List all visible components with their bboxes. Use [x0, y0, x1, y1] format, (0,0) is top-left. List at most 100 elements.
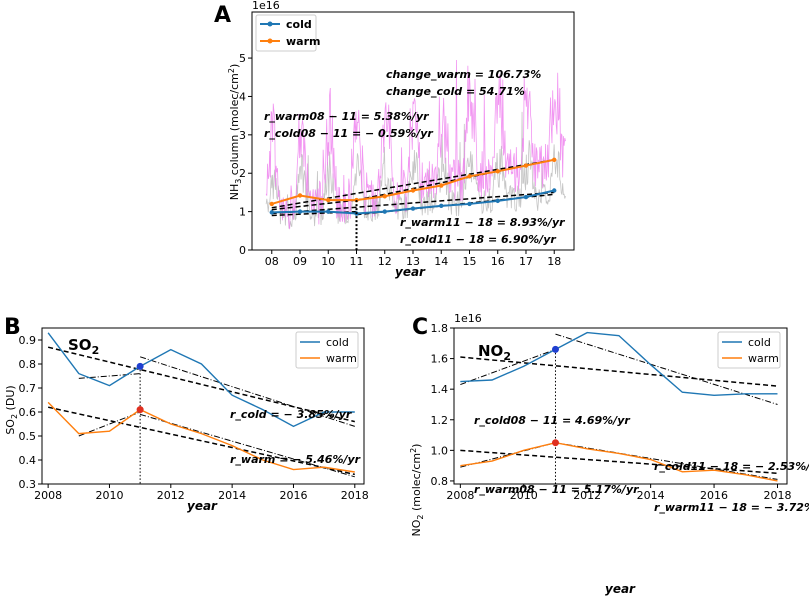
x-tick-label: 17 — [519, 255, 533, 268]
fit-line — [271, 199, 357, 211]
series-line-cold — [47, 332, 355, 428]
x-tick-label: 08 — [265, 255, 279, 268]
data-point-cold — [467, 201, 472, 207]
panel-c-ylabel-sub: 2 — [416, 514, 425, 519]
y-tick-label: 0 — [239, 244, 246, 257]
data-point-cold — [269, 210, 274, 215]
panel-b-r-warm: r_warm = − 5.46%/yr — [230, 453, 361, 466]
panel-a-ylabel-rest: column (molec/cm — [228, 73, 241, 179]
panel-a-series — [269, 157, 557, 250]
y-tick-label: 0.8 — [19, 358, 37, 371]
panel-b-ticks: 2008 2010 2012 2014 2016 2018 0.3 0.4 0.5 0.6 0.7 0… — [19, 334, 369, 502]
fit-line — [47, 406, 355, 476]
panel-a-scale-label: 1e16 — [252, 0, 280, 12]
panel-c-ticks: 2008 2010 2012 2014 2016 2018 0.8 1.0 1.2 1.4 1.6 1… — [431, 322, 792, 502]
panel-c-label: C — [412, 315, 428, 340]
y-tick-label: 0.7 — [19, 382, 37, 395]
panel-c-ylabel: NO2 (molec/cm2) — [409, 444, 425, 537]
x-tick-label: 2012 — [573, 489, 601, 502]
panel-a-legend-cold: cold — [286, 18, 312, 31]
x-tick-label: 2016 — [279, 489, 307, 502]
highlight-marker-cold — [551, 345, 559, 353]
panel-c-legend-cold: cold — [748, 336, 771, 349]
panel-b-ylabel: SO2 (DU) — [4, 385, 19, 434]
y-tick-label: 1 — [239, 206, 246, 219]
highlight-marker-warm — [551, 439, 559, 447]
y-tick-label: 1.4 — [431, 383, 449, 396]
panel-b-xlabel: year — [187, 499, 218, 513]
panel-b-ylabel-main: SO — [4, 419, 17, 435]
fit-line — [139, 413, 355, 478]
panel-c-r-warm-11-18: r_warm11 − 18 = − 3.72%/yr — [654, 501, 809, 514]
y-tick-label: 1.0 — [431, 444, 449, 457]
data-point-cold — [382, 209, 387, 214]
x-tick-label: 16 — [491, 255, 505, 268]
y-tick-label: 1.8 — [431, 322, 449, 335]
fit-line — [460, 348, 556, 386]
panel-b-ylabel-sub: 2 — [10, 414, 19, 419]
panel-b-title-sub: 2 — [92, 344, 100, 357]
data-point-warm — [467, 174, 472, 179]
x-tick-label: 13 — [406, 255, 420, 268]
panel-c-legend-warm: warm — [748, 352, 779, 365]
y-tick-label: 1.2 — [431, 414, 449, 427]
x-tick-label: 2010 — [95, 489, 123, 502]
panel-a-raw-data — [265, 59, 566, 230]
panel-b-r-cold: r_cold = − 3.85%/yr — [230, 408, 352, 421]
x-tick-label: 2018 — [763, 489, 791, 502]
y-tick-label: 0.5 — [19, 430, 37, 443]
y-tick-label: 2 — [239, 167, 246, 180]
panel-a-change-cold: change_cold = 54.71% — [386, 85, 525, 98]
data-point-warm — [552, 157, 557, 162]
panel-b-series — [47, 332, 355, 484]
y-tick-label: 0.3 — [19, 478, 37, 491]
series-line-warm — [460, 441, 778, 482]
data-point-warm — [382, 194, 387, 199]
fit-line — [271, 191, 555, 215]
fit-line — [78, 373, 141, 379]
panel-b-title-main: SO — [68, 336, 92, 354]
data-point-cold — [523, 194, 529, 200]
panel-c-ylabel-sup: 2 — [409, 448, 418, 453]
y-tick-label: 5 — [239, 52, 246, 65]
panel-a-ylabel-end: ) — [228, 64, 241, 68]
panel-a-ylabel-sup: 2 — [227, 68, 236, 73]
x-tick-label: 2010 — [510, 489, 538, 502]
fit-line — [460, 356, 778, 387]
panel-a-ylabel-sub: 3 — [234, 179, 243, 184]
x-tick-label: 18 — [547, 255, 561, 268]
x-tick-label: 12 — [378, 255, 392, 268]
data-point-cold — [326, 209, 331, 214]
panel-c-frame — [453, 327, 788, 485]
data-point-warm — [269, 201, 274, 207]
panel-c-title-main: NO — [478, 342, 503, 360]
panel-c-scale-label: 1e16 — [454, 312, 482, 325]
panel-a-legend: cold warm — [255, 14, 320, 52]
panel-a-r-cold-08-11: r_cold08 − 11 = − 0.59%/yr — [264, 127, 433, 140]
panel-a-r-warm-08-11: r_warm08 − 11 = 5.38%/yr — [264, 110, 429, 123]
panel-a-label: A — [214, 3, 231, 28]
fit-line — [555, 333, 778, 405]
y-tick-label: 0.8 — [431, 475, 449, 488]
fit-line — [555, 442, 778, 480]
data-point-warm — [326, 197, 331, 203]
panel-c-legend-box — [717, 331, 781, 369]
x-tick-label: 2014 — [218, 489, 246, 502]
x-tick-label: 2016 — [700, 489, 728, 502]
raw-cold-timeseries — [265, 111, 566, 229]
panel-c-title: NO2 — [478, 342, 511, 363]
panel-c-ylabel-main: NO — [410, 519, 423, 536]
panel-c-chart: 2008 2010 2012 2014 2016 2018 0.8 1.0 1.2 1.4 1.6 1… — [409, 322, 809, 596]
series-line-cold — [460, 331, 778, 396]
panel-a-ylabel: NH3 column (molec/cm2) — [227, 64, 243, 201]
data-point-warm — [410, 188, 416, 193]
x-tick-label: 09 — [293, 255, 307, 268]
panel-c-legend: cold warm — [717, 331, 781, 369]
panel-c-r-cold-11-18: r_cold11 − 18 = − 2.53%/yr — [654, 460, 809, 473]
panel-c-title-sub: 2 — [503, 350, 511, 363]
data-point-cold — [495, 198, 500, 204]
x-tick-label: 2018 — [341, 489, 369, 502]
